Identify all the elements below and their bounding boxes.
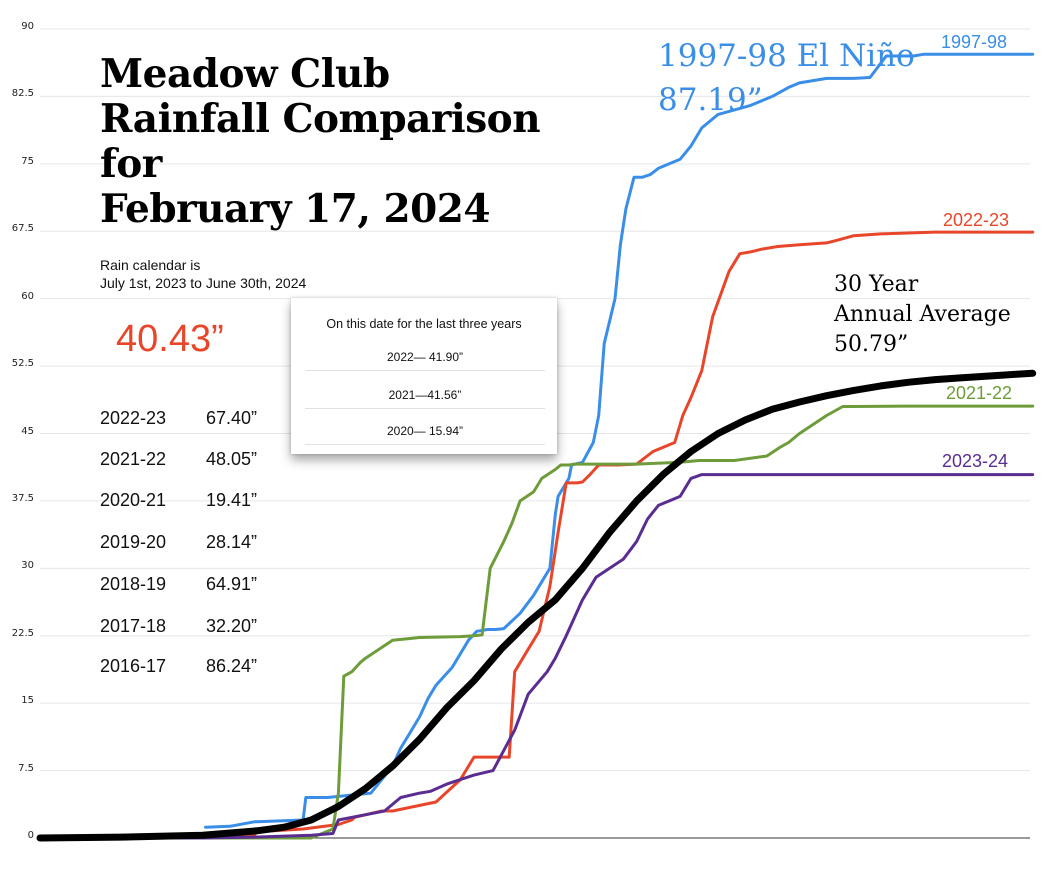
season-label: 2018-19: [100, 574, 167, 594]
chart-gridlines: [40, 28, 1030, 839]
callout-item: 2021—41.56”: [305, 388, 545, 409]
y-tick-label: 7.5: [18, 762, 34, 774]
y-tick-label: 22.5: [11, 627, 34, 639]
callout-item: 2020— 15.94”: [305, 424, 545, 445]
rain-calendar-note: Rain calendar is July 1st, 2023 to June …: [100, 256, 306, 292]
y-tick-label: 37.5: [11, 492, 34, 504]
y-tick-label: 52.5: [11, 358, 34, 370]
chart-series-lines: [36, 52, 1037, 842]
subtitle-line-1: Rain calendar is: [100, 257, 201, 273]
series-end-label: 2022-23: [943, 210, 1010, 230]
title-line-2: Rainfall Comparison: [100, 96, 541, 142]
current-season-total: 40.43”: [116, 318, 224, 360]
average-line-2: Annual Average: [834, 302, 1011, 327]
y-tick-label: 45: [21, 425, 34, 437]
season-total: 86.24”: [206, 656, 258, 676]
season-total: 19.41”: [206, 490, 258, 510]
y-tick-label: 90: [21, 21, 34, 32]
season-label: 2022-23: [100, 408, 167, 428]
season-total: 32.20”: [206, 616, 258, 636]
season-label: 2017-18: [100, 616, 167, 636]
series-end-label: 1997-98: [941, 32, 1008, 52]
series-line-2023-24: [138, 473, 1035, 840]
y-tick-label: 67.5: [11, 223, 34, 235]
three-year-callout: On this date for the last three years 20…: [291, 298, 557, 454]
el-nino-line-1: 1997-98 El Niño: [658, 38, 915, 74]
series-line-2021-22: [38, 404, 1035, 840]
subtitle-line-2: July 1st, 2023 to June 30th, 2024: [100, 275, 307, 291]
callout-header: On this date for the last three years: [326, 317, 522, 331]
y-tick-label: 60: [21, 290, 34, 302]
average-line-3: 50.79”: [834, 332, 909, 357]
title-line-4: February 17, 2024: [100, 186, 491, 232]
season-label: 2019-20: [100, 532, 167, 552]
y-tick-label: 0: [27, 830, 34, 841]
y-tick-label: 30: [21, 560, 34, 572]
season-label: 2016-17: [100, 656, 167, 676]
y-tick-label: 15: [21, 695, 34, 707]
season-label: 2021-22: [100, 449, 167, 469]
chart-title: Meadow Club Rainfall Comparison for Febr…: [100, 52, 570, 232]
season-total: 48.05”: [206, 449, 258, 469]
title-line-3: for: [100, 141, 162, 187]
average-annotation: 30 Year Annual Average 50.79”: [834, 270, 1011, 360]
average-line-1: 30 Year: [834, 272, 919, 297]
series-end-label: 2021-22: [946, 383, 1013, 403]
title-line-1: Meadow Club: [100, 51, 390, 97]
series-line-30-year-annual-average: [36, 369, 1037, 842]
series-end-label: 2023-24: [942, 451, 1009, 471]
season-label: 2020-21: [100, 490, 167, 510]
callout-item: 2022— 41.90”: [305, 350, 545, 371]
y-tick-label: 75: [21, 155, 34, 167]
el-nino-line-2: 87.19”: [658, 82, 763, 118]
y-tick-label: 82.5: [11, 88, 34, 100]
season-total: 67.40”: [206, 408, 258, 428]
series-line-1997-98: [204, 52, 1035, 829]
season-total: 64.91”: [206, 574, 258, 594]
el-nino-annotation: 1997-98 El Niño 87.19”: [658, 34, 915, 122]
season-total: 28.14”: [206, 532, 258, 552]
